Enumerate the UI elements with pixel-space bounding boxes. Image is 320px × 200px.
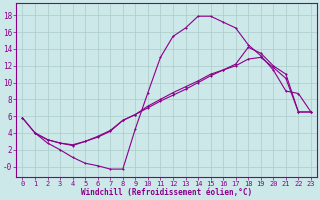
X-axis label: Windchill (Refroidissement éolien,°C): Windchill (Refroidissement éolien,°C): [81, 188, 252, 197]
